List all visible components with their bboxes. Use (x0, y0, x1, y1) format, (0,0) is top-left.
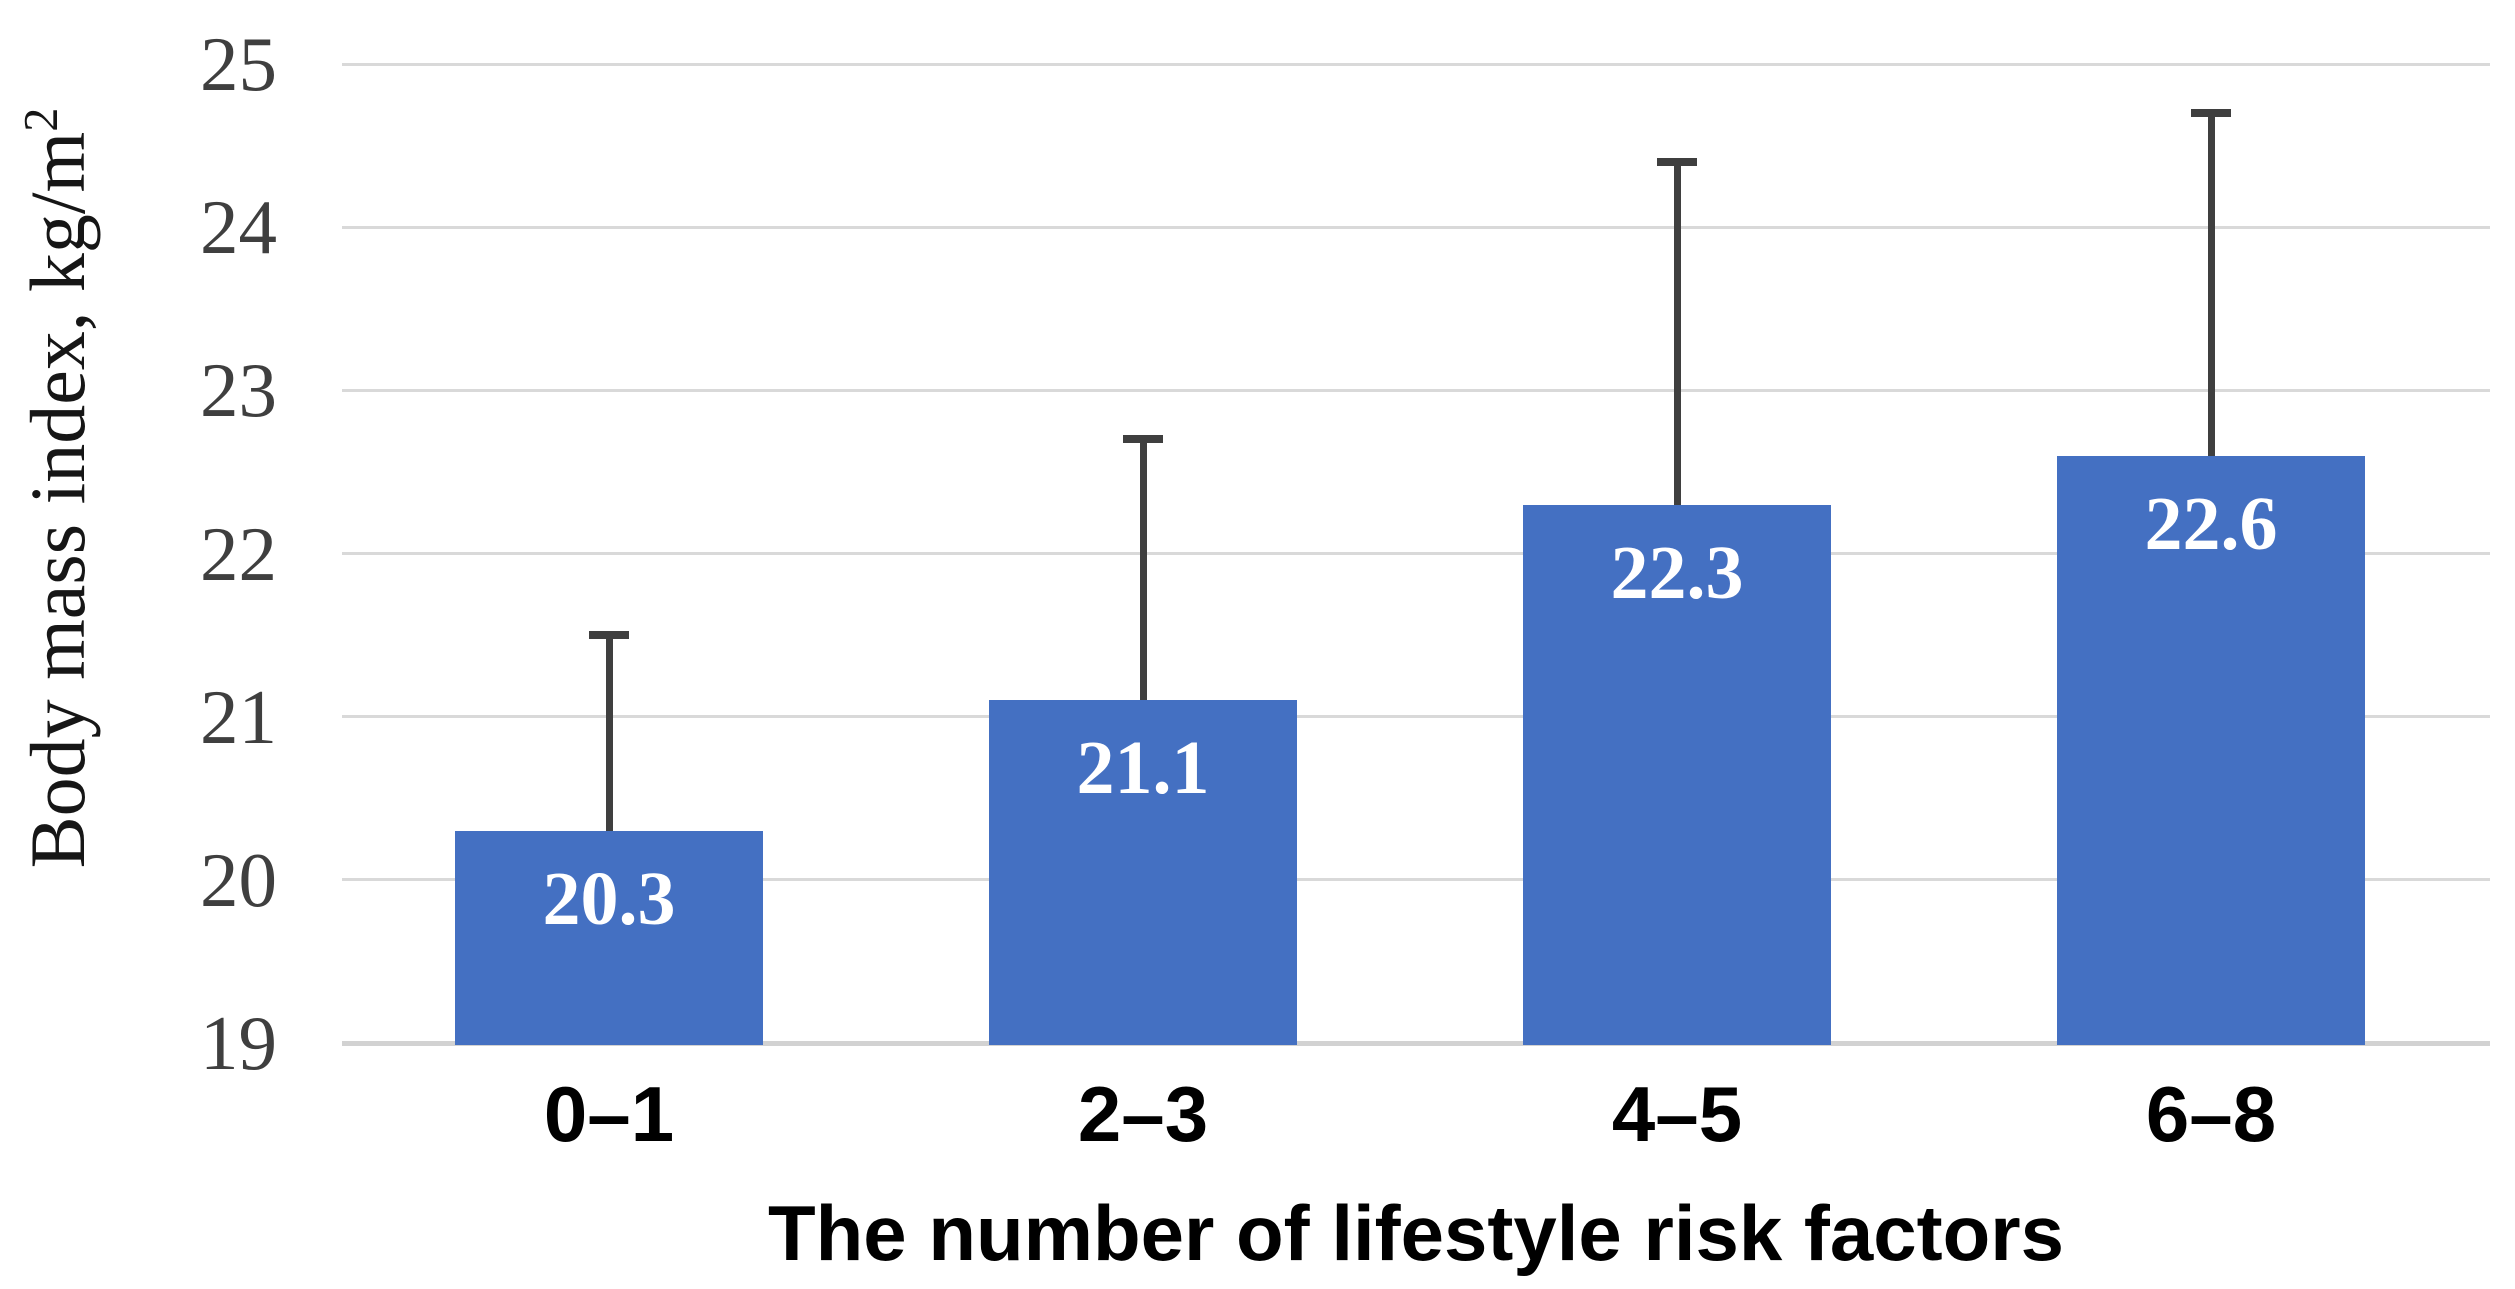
y-tick-label: 21 (200, 673, 277, 760)
gridline (342, 715, 2490, 719)
y-tick-label: 24 (200, 184, 277, 271)
y-tick-label: 20 (200, 836, 277, 923)
bar: 20.3 (455, 830, 763, 1045)
x-axis-title: The number of lifestyle risk factors (767, 1189, 2065, 1277)
error-bar-cap (1123, 435, 1163, 444)
error-bar-cap (2191, 108, 2231, 117)
error-bar (2207, 112, 2215, 456)
x-tick-label: 4–5 (1611, 1070, 1743, 1158)
x-tick-label: 0–1 (543, 1070, 675, 1158)
x-tick-label: 6–8 (2145, 1070, 2277, 1158)
y-tick-label: 25 (200, 21, 277, 107)
bar-value-label: 22.6 (2144, 481, 2278, 566)
gridline (342, 225, 2490, 229)
error-bar (1673, 161, 1681, 505)
gridline (342, 552, 2490, 555)
bar-value-label: 21.1 (1076, 726, 1210, 811)
gridline (342, 878, 2490, 882)
y-axis-title-superscript: 2 (15, 107, 68, 132)
error-bar (605, 635, 613, 831)
bar-value-label: 20.3 (542, 856, 676, 941)
error-bar-cap (1657, 157, 1697, 166)
y-tick-label: 22 (200, 510, 277, 597)
y-tick-label: 23 (200, 347, 277, 434)
error-bar (1139, 439, 1147, 701)
error-bar-cap (589, 631, 629, 640)
bar: 21.1 (989, 700, 1297, 1045)
bar: 22.6 (2057, 455, 2365, 1045)
x-tick-label: 2–3 (1077, 1070, 1209, 1158)
bar: 22.3 (1523, 504, 1831, 1045)
gridline (342, 62, 2490, 66)
gridline (342, 388, 2490, 392)
bar-value-label: 22.3 (1610, 530, 1744, 615)
y-tick-label: 19 (200, 1000, 277, 1086)
x-axis-line (342, 1040, 2490, 1046)
